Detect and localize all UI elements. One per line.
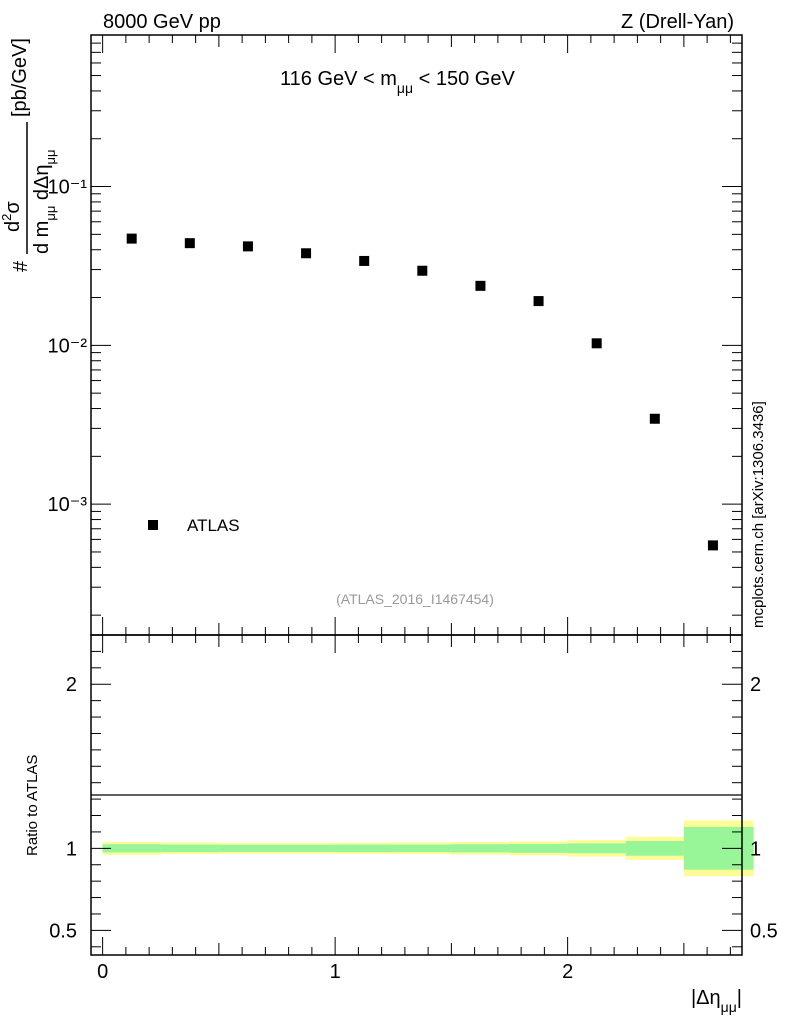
ratio-y-tick-label-right: 0.5	[750, 920, 778, 942]
ratio-y-tick-label: 1	[66, 838, 77, 860]
side-note: mcplots.cern.ch [arXiv:1306.3436]	[750, 401, 767, 628]
main-data-points	[126, 233, 718, 551]
y-tick-label: 10⁻³	[48, 494, 88, 516]
stat-band-segment	[509, 843, 568, 853]
stat-band-segment	[625, 840, 684, 856]
x-tick-label: 0	[97, 961, 108, 983]
header-right-label: Z (Drell-Yan)	[621, 11, 734, 33]
legend-label: ATLAS	[187, 516, 240, 535]
data-point	[184, 238, 195, 249]
main-y-axis-title: # d2σ d mμμ dΔημμ [pb/GeV]	[0, 38, 58, 272]
data-point	[649, 413, 660, 424]
stat-band-segment	[102, 844, 161, 853]
ratio-bands	[102, 820, 754, 877]
x-tick-label: 2	[562, 961, 573, 983]
legend-marker	[148, 520, 158, 530]
stat-band-segment	[451, 844, 510, 853]
svg-text:[pb/GeV]: [pb/GeV]	[9, 38, 31, 117]
mass-range-annotation: 116 GeV < mμμ < 150 GeV	[280, 68, 515, 96]
ratio-y-tick-label: 2	[66, 674, 77, 696]
ratio-x-axis-title: |Δημμ|	[691, 987, 742, 1015]
analysis-watermark: (ATLAS_2016_I1467454)	[336, 591, 494, 607]
data-point	[591, 338, 602, 349]
stat-band-segment	[683, 827, 754, 870]
main-panel: 10⁻¹ 10⁻² 10⁻³ 116 GeV < mμμ < 150 GeV # d…	[0, 34, 743, 636]
ratio-axis-ticks: 2 2 1 1 0.5 0.5 0 1 2	[49, 635, 778, 983]
ratio-panel: 2 2 1 1 0.5 0.5 0 1 2 Ratio to ATLAS |Δημμ|	[24, 634, 778, 1015]
x-tick-label: 1	[330, 961, 341, 983]
svg-text:d mμμ dΔημμ: d mμμ dΔημμ	[31, 150, 58, 254]
data-point	[359, 255, 370, 266]
data-point	[242, 241, 253, 252]
ratio-y-axis-title: Ratio to ATLAS	[24, 755, 41, 856]
stat-band-segment	[335, 844, 394, 853]
ratio-y-tick-label-right: 2	[750, 674, 761, 696]
data-point	[475, 280, 486, 291]
main-axis-ticks: 10⁻¹ 10⁻² 10⁻³	[48, 34, 742, 635]
stat-band-segment	[277, 844, 336, 852]
ratio-y-tick-label-right: 1	[750, 838, 761, 860]
main-frame	[90, 34, 743, 636]
y-tick-label: 10⁻¹	[48, 177, 88, 199]
stat-band-segment	[567, 843, 626, 854]
data-point	[533, 296, 544, 307]
svg-text:d2σ: d2σ	[0, 201, 24, 232]
data-point	[707, 540, 718, 551]
stat-band-segment	[218, 844, 277, 852]
header-left-label: 8000 GeV pp	[103, 11, 221, 33]
data-point	[417, 265, 428, 276]
ratio-y-tick-label: 0.5	[49, 920, 77, 942]
stat-band-segment	[160, 844, 219, 853]
data-point	[126, 233, 137, 244]
data-point	[301, 248, 312, 259]
stat-band-segment	[393, 844, 452, 853]
svg-text:#: #	[10, 260, 32, 272]
ratio-frame	[90, 634, 743, 956]
y-tick-label: 10⁻²	[48, 335, 88, 357]
